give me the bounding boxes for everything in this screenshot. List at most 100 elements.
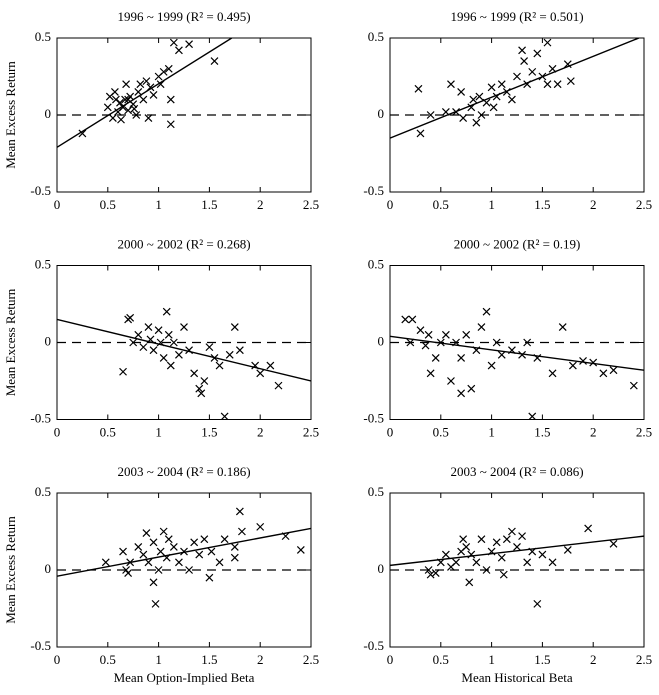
y-tick-label: -0.5 bbox=[30, 410, 51, 425]
scatter-point bbox=[274, 381, 283, 390]
scatter-point bbox=[414, 84, 423, 93]
y-tick-label: 0 bbox=[45, 561, 52, 576]
x-tick-label: 1 bbox=[488, 424, 495, 439]
scatter-point bbox=[452, 558, 460, 567]
subplot: 1996 ~ 1999 (R² = 0.495) 0 0.5 1 1.5 2 2.5 -0.5… bbox=[3, 9, 319, 212]
x-tick-label: 2.5 bbox=[303, 652, 319, 667]
scatter-point bbox=[174, 558, 183, 567]
fit-line bbox=[57, 318, 311, 382]
y-tick-label: 0 bbox=[378, 561, 385, 576]
scatter-point bbox=[426, 570, 435, 579]
scatter-point bbox=[121, 95, 129, 104]
x-tick-label: 1.5 bbox=[534, 197, 550, 212]
scatter-point bbox=[156, 547, 165, 556]
scatter-point bbox=[584, 524, 593, 533]
scatter-point bbox=[235, 507, 244, 516]
subplot-title: 1996 ~ 1999 (R² = 0.495) bbox=[117, 9, 250, 24]
scatter-point bbox=[200, 377, 209, 385]
scatter-point bbox=[475, 92, 484, 101]
scatter-point bbox=[431, 353, 440, 362]
scatter-point bbox=[563, 60, 572, 69]
scatter-point bbox=[457, 353, 466, 362]
scatter-point bbox=[548, 558, 557, 567]
scatter-point bbox=[426, 111, 435, 119]
scatter-point bbox=[424, 566, 433, 574]
plot-area bbox=[390, 307, 644, 420]
scatter-point bbox=[528, 412, 537, 420]
scatter-point bbox=[207, 547, 216, 556]
scatter-point bbox=[477, 111, 486, 119]
x-tick-label: 1.5 bbox=[534, 424, 550, 439]
y-tick-label: 0.5 bbox=[35, 29, 51, 44]
scatter-point bbox=[497, 350, 506, 359]
scatter-point bbox=[416, 129, 425, 138]
scatter-point bbox=[126, 313, 135, 322]
scatter-point bbox=[117, 115, 125, 124]
scatter-point bbox=[134, 330, 143, 339]
scatter-point bbox=[151, 599, 160, 608]
scatter-point bbox=[457, 389, 466, 398]
subplot-title: 1996 ~ 1999 (R² = 0.501) bbox=[450, 9, 583, 24]
y-tick-label: 0.5 bbox=[368, 484, 384, 499]
scatter-point bbox=[487, 361, 496, 370]
scatter-point bbox=[136, 80, 145, 89]
scatter-point bbox=[441, 330, 450, 339]
scatter-point bbox=[507, 527, 516, 536]
x-tick-label: 1 bbox=[155, 424, 162, 439]
scatter-point bbox=[237, 527, 246, 536]
scatter-point bbox=[116, 98, 124, 107]
scatter-point bbox=[166, 95, 175, 104]
scatter-point bbox=[101, 558, 110, 567]
y-tick-label: 0.5 bbox=[35, 484, 51, 499]
scatter-point bbox=[579, 357, 587, 365]
y-tick-label: 0.5 bbox=[368, 29, 384, 44]
scatter-point bbox=[518, 350, 527, 359]
scatter-point bbox=[169, 542, 178, 551]
scatter-point bbox=[230, 542, 239, 551]
scatter-point bbox=[119, 367, 127, 376]
subplot-title: 2003 ~ 2004 (R² = 0.186) bbox=[117, 464, 250, 479]
scatter-point bbox=[465, 578, 474, 587]
plot-area bbox=[57, 38, 311, 148]
fit-line bbox=[57, 38, 233, 148]
subplot: 2003 ~ 2004 (R² = 0.086) 0 0.5 1 1.5 2 2.5 -0.5… bbox=[363, 464, 652, 685]
scatter-point bbox=[159, 353, 168, 362]
scatter-point bbox=[408, 315, 417, 324]
scatter-point bbox=[164, 330, 173, 339]
scatter-point bbox=[142, 529, 151, 537]
y-tick-label: 0 bbox=[45, 106, 52, 121]
scatter-point bbox=[180, 323, 188, 332]
scatter-point bbox=[180, 547, 188, 556]
scatter-point bbox=[459, 114, 468, 123]
subplot-title: 2003 ~ 2004 (R² = 0.086) bbox=[450, 464, 583, 479]
scatter-point bbox=[164, 535, 173, 544]
y-tick-label: -0.5 bbox=[30, 183, 51, 198]
x-tick-label: 1.5 bbox=[201, 652, 217, 667]
scatter-point bbox=[154, 326, 163, 335]
scatter-point bbox=[520, 57, 529, 66]
scatter-point bbox=[431, 569, 440, 578]
scatter-point bbox=[487, 83, 496, 92]
subplot-title: 2000 ~ 2002 (R² = 0.268) bbox=[117, 236, 250, 251]
scatter-point bbox=[220, 412, 229, 420]
scatter-point bbox=[195, 384, 204, 393]
scatter-point bbox=[108, 114, 117, 123]
x-tick-label: 2 bbox=[590, 424, 597, 439]
x-tick-label: 1.5 bbox=[201, 424, 217, 439]
scatter-point bbox=[103, 103, 112, 112]
scatter-point bbox=[609, 366, 618, 375]
scatter-point bbox=[129, 338, 138, 347]
scatter-point bbox=[513, 72, 521, 81]
scatter-point bbox=[130, 104, 139, 113]
scatter-point bbox=[424, 330, 433, 339]
scatter-point bbox=[190, 538, 199, 547]
scatter-point bbox=[149, 91, 158, 99]
scatter-point bbox=[497, 80, 506, 89]
x-tick-label: 2.5 bbox=[636, 652, 652, 667]
scatter-point bbox=[185, 40, 194, 49]
scatter-point bbox=[174, 46, 183, 55]
scatter-point bbox=[166, 361, 175, 370]
scatter-point bbox=[159, 67, 168, 76]
scatter-point bbox=[215, 361, 224, 370]
plot-area bbox=[57, 307, 311, 420]
